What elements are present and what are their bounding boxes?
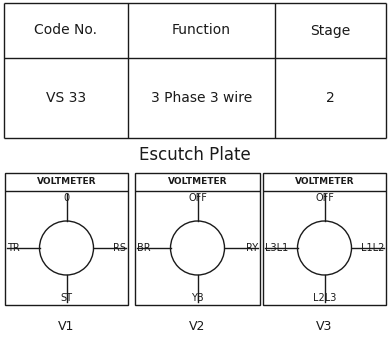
Text: L2L3: L2L3 — [313, 293, 336, 303]
Circle shape — [170, 221, 225, 275]
Text: VOLTMETER: VOLTMETER — [37, 177, 96, 187]
Text: Stage: Stage — [310, 23, 351, 38]
Text: V1: V1 — [58, 320, 75, 333]
Text: YB: YB — [191, 293, 204, 303]
Text: Escutch Plate: Escutch Plate — [139, 146, 251, 164]
Text: VOLTMETER: VOLTMETER — [168, 177, 227, 187]
Circle shape — [298, 221, 351, 275]
Bar — [5, 173, 128, 305]
Circle shape — [39, 221, 94, 275]
Text: 3 Phase 3 wire: 3 Phase 3 wire — [151, 91, 252, 105]
Text: ST: ST — [60, 293, 73, 303]
Text: V3: V3 — [316, 320, 333, 333]
Text: RY: RY — [246, 243, 258, 253]
Text: OFF: OFF — [315, 193, 334, 203]
Text: Function: Function — [172, 23, 231, 38]
Text: BR: BR — [137, 243, 151, 253]
Bar — [263, 173, 386, 305]
Text: TR: TR — [7, 243, 20, 253]
Text: VS 33: VS 33 — [46, 91, 86, 105]
Text: V2: V2 — [189, 320, 206, 333]
Text: RS: RS — [113, 243, 126, 253]
Bar — [135, 173, 260, 305]
Text: 0: 0 — [64, 193, 69, 203]
Text: OFF: OFF — [188, 193, 207, 203]
Text: VOLTMETER: VOLTMETER — [295, 177, 354, 187]
Text: Code No.: Code No. — [34, 23, 98, 38]
Text: L3L1: L3L1 — [265, 243, 288, 253]
Text: L1L2: L1L2 — [361, 243, 384, 253]
Text: 2: 2 — [326, 91, 335, 105]
